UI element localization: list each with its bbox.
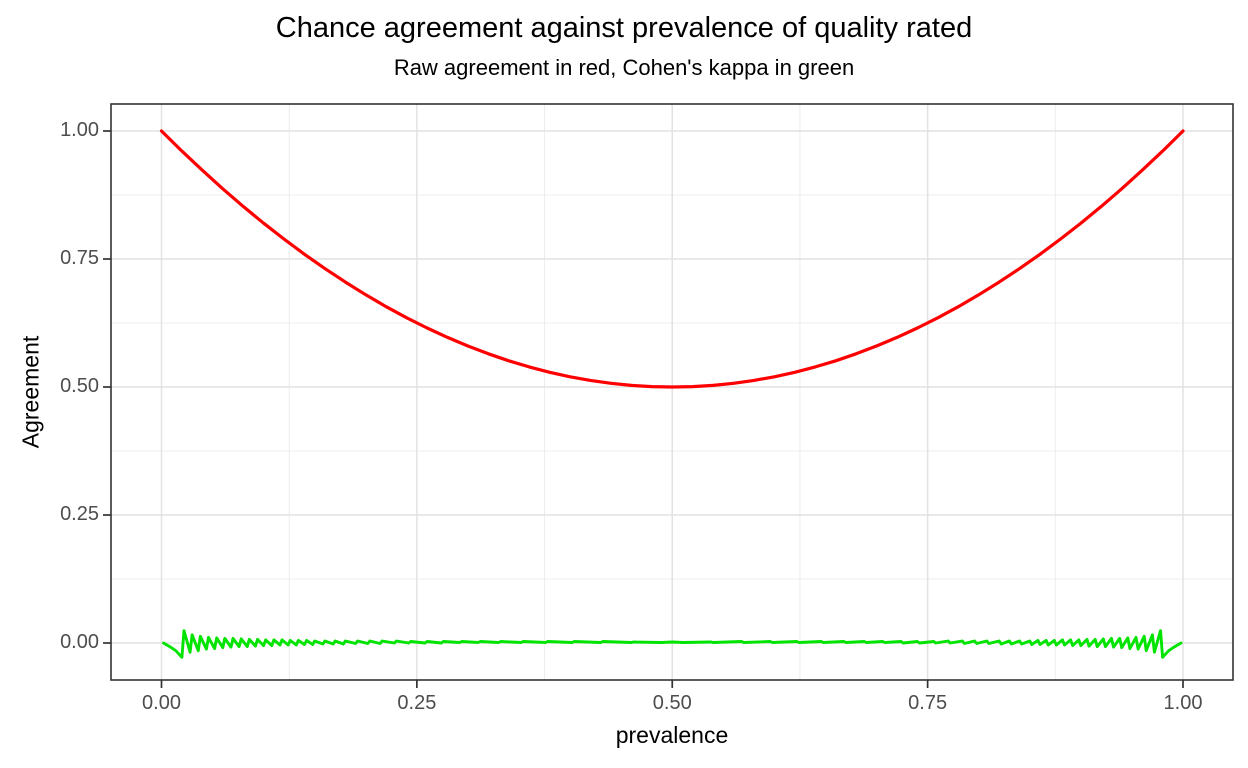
y-tick-label: 0.75 <box>60 247 99 269</box>
x-tick-label: 0.25 <box>397 692 437 714</box>
chart-subtitle: Raw agreement in red, Cohen's kappa in g… <box>393 55 855 80</box>
x-tick-label: 1.00 <box>1163 692 1203 714</box>
x-tick-label: 0.00 <box>142 692 181 714</box>
y-tick-label: 0.00 <box>60 631 99 653</box>
y-tick-label: 1.00 <box>60 119 99 141</box>
x-tick-label: 0.75 <box>908 692 948 714</box>
x-axis-title: prevalence <box>615 722 729 748</box>
y-tick-label: 0.25 <box>60 503 99 525</box>
series-line-cohens-kappa <box>162 629 1183 659</box>
chart-title: Chance agreement against prevalence of q… <box>275 12 973 44</box>
x-tick-label: 0.50 <box>652 692 692 714</box>
y-tick-label: 0.50 <box>60 375 99 397</box>
series-line-raw-agreement <box>159 129 1185 389</box>
